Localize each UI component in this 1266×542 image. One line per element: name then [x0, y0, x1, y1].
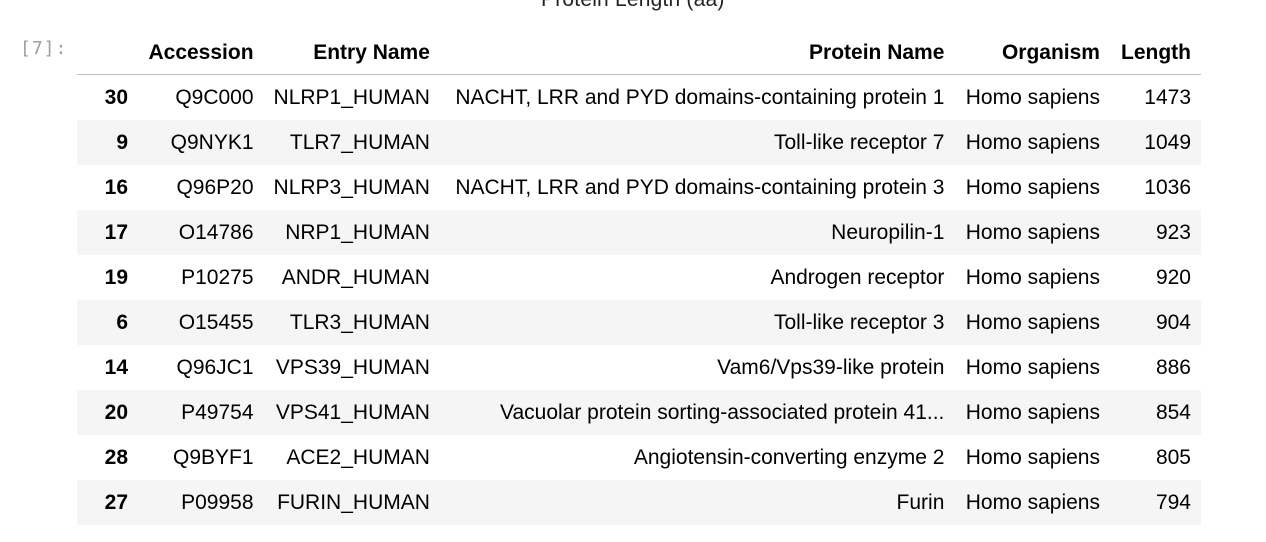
row-index: 9 [116, 130, 129, 154]
cell-accession: O15455 [178, 310, 254, 334]
cell-length: 1049 [1144, 130, 1191, 154]
cell-entry-name: FURIN_HUMAN [277, 490, 430, 514]
cell-length: 1473 [1144, 85, 1191, 109]
cell-protein-name: Furin [896, 490, 945, 514]
cell-organism: Homo sapiens [965, 355, 1100, 379]
cell-accession: O14786 [178, 220, 254, 244]
cell-organism: Homo sapiens [965, 130, 1100, 154]
cell-length: 805 [1155, 445, 1191, 469]
cell-length: 904 [1155, 310, 1191, 334]
cell-protein-name: Androgen receptor [770, 265, 945, 289]
cell-accession: P49754 [181, 400, 254, 424]
cell-protein-name: Vacuolar protein sorting-associated prot… [500, 400, 945, 424]
cell-protein-name: Neuropilin-1 [831, 220, 945, 244]
cell-protein-name: Angiotensin-converting enzyme 2 [633, 445, 945, 469]
cell-entry-name: TLR3_HUMAN [289, 310, 430, 334]
table-row: 17 O14786 NRP1_HUMAN Neuropilin-1 Homo s… [77, 210, 1201, 255]
table-row: 20 P49754 VPS41_HUMAN Vacuolar protein s… [77, 390, 1201, 435]
header-index [77, 31, 139, 75]
cell-organism: Homo sapiens [965, 445, 1100, 469]
cell-organism: Homo sapiens [965, 85, 1100, 109]
cell-entry-name: ANDR_HUMAN [281, 265, 430, 289]
header-protein-name: Protein Name [439, 31, 955, 75]
header-organism: Organism [954, 31, 1110, 75]
cell-protein-name: Vam6/Vps39-like protein [717, 355, 945, 379]
cell-accession: Q9BYF1 [172, 445, 254, 469]
row-index: 6 [116, 310, 129, 334]
cell-organism: Homo sapiens [965, 310, 1100, 334]
cell-accession: P09958 [181, 490, 254, 514]
cell-length: 854 [1155, 400, 1191, 424]
table-row: 28 Q9BYF1 ACE2_HUMAN Angiotensin-convert… [77, 435, 1201, 480]
table-row: 9 Q9NYK1 TLR7_HUMAN Toll-like receptor 7… [77, 120, 1201, 165]
row-index: 14 [104, 355, 129, 379]
cell-protein-name: Toll-like receptor 3 [773, 310, 945, 334]
cell-entry-name: TLR7_HUMAN [289, 130, 430, 154]
cell-protein-name: Toll-like receptor 7 [773, 130, 945, 154]
header-length: Length [1109, 31, 1201, 75]
cell-length: 1036 [1144, 175, 1191, 199]
table-header: Accession Entry Name Protein Name Organi… [77, 31, 1201, 75]
table-row: 16 Q96P20 NLRP3_HUMAN NACHT, LRR and PYD… [77, 165, 1201, 210]
cell-accession: Q9C000 [175, 85, 254, 109]
cell-organism: Homo sapiens [965, 400, 1100, 424]
cell-length: 923 [1155, 220, 1191, 244]
dataframe-output: Accession Entry Name Protein Name Organi… [77, 31, 1201, 525]
cell-entry-name: VPS39_HUMAN [275, 355, 430, 379]
row-index: 16 [104, 175, 129, 199]
cell-length: 920 [1155, 265, 1191, 289]
row-index: 19 [104, 265, 129, 289]
cell-accession: Q96JC1 [176, 355, 254, 379]
cell-organism: Homo sapiens [965, 490, 1100, 514]
cell-accession: Q9NYK1 [170, 130, 254, 154]
cell-entry-name: NLRP1_HUMAN [273, 85, 430, 109]
cell-entry-name: ACE2_HUMAN [286, 445, 430, 469]
cell-entry-name: VPS41_HUMAN [275, 400, 430, 424]
cell-accession: P10275 [181, 265, 254, 289]
dataframe-table: Accession Entry Name Protein Name Organi… [77, 31, 1201, 525]
row-index: 17 [104, 220, 129, 244]
row-index: 20 [104, 400, 129, 424]
cell-length: 886 [1155, 355, 1191, 379]
cell-protein-name: NACHT, LRR and PYD domains-containing pr… [455, 85, 945, 109]
row-index: 28 [104, 445, 129, 469]
header-row: Accession Entry Name Protein Name Organi… [77, 31, 1201, 75]
header-accession: Accession [138, 31, 264, 75]
table-body: 30 Q9C000 NLRP1_HUMAN NACHT, LRR and PYD… [77, 75, 1201, 525]
table-row: 19 P10275 ANDR_HUMAN Androgen receptor H… [77, 255, 1201, 300]
row-index: 30 [104, 85, 129, 109]
row-index: 27 [104, 490, 129, 514]
table-row: 14 Q96JC1 VPS39_HUMAN Vam6/Vps39-like pr… [77, 345, 1201, 390]
cell-accession: Q96P20 [176, 175, 254, 199]
cell-organism: Homo sapiens [965, 175, 1100, 199]
cell-organism: Homo sapiens [965, 220, 1100, 244]
header-entry-name: Entry Name [263, 31, 440, 75]
table-row: 6 O15455 TLR3_HUMAN Toll-like receptor 3… [77, 300, 1201, 345]
table-row: 30 Q9C000 NLRP1_HUMAN NACHT, LRR and PYD… [77, 75, 1201, 121]
cell-protein-name: NACHT, LRR and PYD domains-containing pr… [455, 175, 945, 199]
output-prompt: [7]: [20, 38, 68, 59]
cell-entry-name: NRP1_HUMAN [285, 220, 430, 244]
cell-organism: Homo sapiens [965, 265, 1100, 289]
table-row: 27 P09958 FURIN_HUMAN Furin Homo sapiens… [77, 480, 1201, 525]
cell-length: 794 [1155, 490, 1191, 514]
cell-entry-name: NLRP3_HUMAN [273, 175, 430, 199]
clipped-chart-title: Protein Length (aa) [541, 0, 725, 12]
